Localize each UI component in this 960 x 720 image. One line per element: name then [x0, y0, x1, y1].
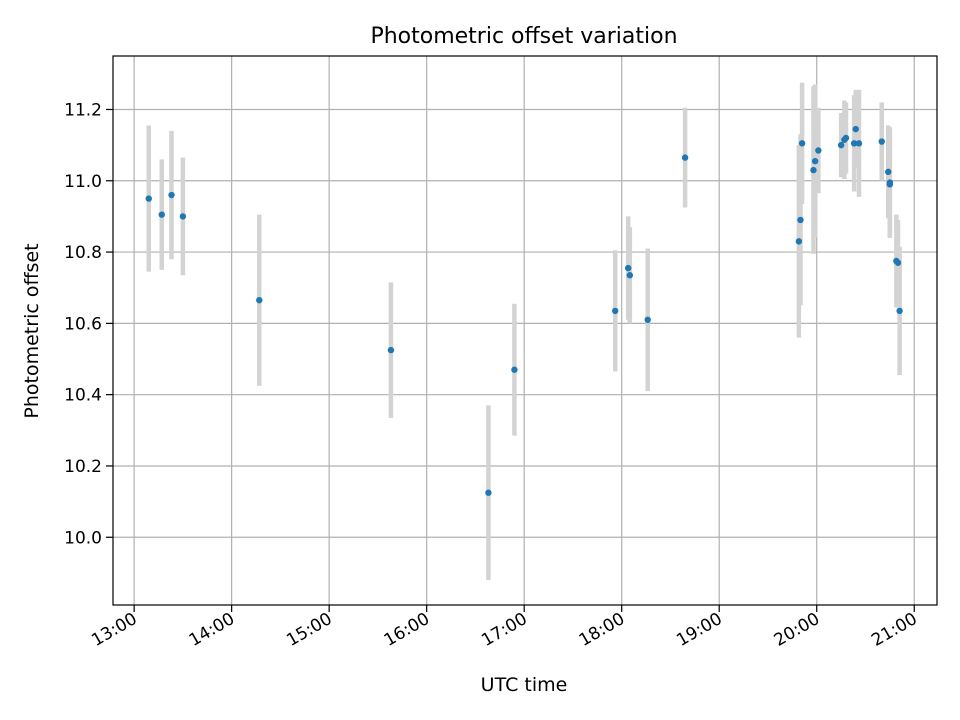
data-point: [387, 346, 395, 354]
data-point: [852, 125, 859, 133]
data-point: [168, 191, 175, 199]
x-tick-label: 14:00: [186, 609, 238, 651]
y-axis-label: Photometric offset: [21, 243, 43, 418]
data-point: [842, 134, 850, 142]
data-point: [837, 141, 845, 149]
y-tick-label: 11.0: [64, 172, 102, 192]
data-point: [612, 307, 619, 315]
x-tick-label: 21:00: [868, 609, 920, 651]
data-point: [511, 366, 518, 373]
data-point: [894, 259, 902, 266]
y-tick-label: 10.4: [64, 386, 102, 406]
data-point: [878, 138, 885, 145]
data-point: [681, 154, 689, 161]
data-point: [810, 166, 817, 174]
data-point: [625, 264, 632, 272]
data-point: [795, 238, 803, 245]
data-point: [145, 195, 152, 202]
x-tick-label: 19:00: [673, 609, 725, 651]
y-tick-label: 10.0: [64, 528, 102, 548]
x-tick-label: 20:00: [771, 609, 823, 651]
x-axis-ticks: 13:00 14:00 15:00 16:00 17:00 18:00 19:00 20:00…: [88, 605, 921, 651]
data-point: [644, 316, 651, 324]
x-axis-label: UTC time: [481, 674, 568, 696]
y-tick-label: 10.2: [64, 457, 102, 477]
x-tick-label: 18:00: [576, 609, 628, 651]
data-point: [797, 216, 804, 224]
data-points: [145, 125, 903, 496]
data-point: [896, 307, 903, 315]
data-point: [815, 147, 822, 154]
data-point: [485, 489, 492, 496]
x-tick-label: 17:00: [478, 609, 530, 651]
data-point: [855, 140, 863, 147]
x-tick-label: 15:00: [283, 609, 335, 651]
y-tick-label: 10.6: [64, 314, 102, 334]
data-point: [798, 140, 806, 147]
y-axis-ticks: 10.0 10.2 10.4 10.6 10.8 11.0 11.2: [64, 100, 113, 548]
y-tick-label: 10.8: [64, 243, 102, 263]
chart-title: Photometric offset variation: [370, 24, 677, 49]
data-point: [886, 181, 894, 188]
x-tick-label: 16:00: [381, 609, 433, 651]
y-tick-label: 11.2: [64, 100, 102, 120]
data-point: [885, 168, 892, 176]
plot-frame: [112, 55, 938, 606]
data-point: [179, 213, 187, 220]
data-point: [158, 211, 165, 218]
data-point: [811, 157, 819, 165]
data-point: [626, 272, 634, 279]
data-point: [256, 296, 263, 304]
data-point: [850, 140, 858, 147]
x-tick-label: 13:00: [88, 609, 140, 651]
